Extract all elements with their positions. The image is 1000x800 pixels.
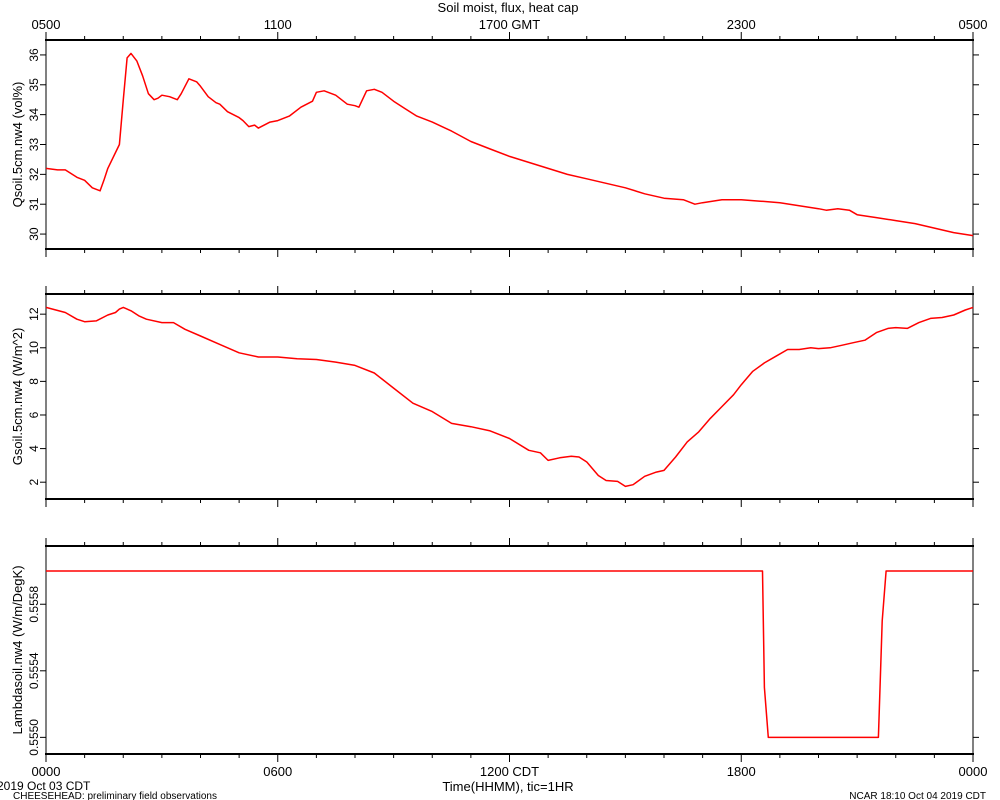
y-tick-label: 30 — [27, 227, 41, 241]
y-tick-label: 0.5558 — [27, 586, 41, 623]
chart-panels: 30 31 32 33 34 35 36 Qsoil.5cm.nw4 (vol%) 2 4 6 8 10… — [10, 32, 979, 762]
chart-title: Soil moist, flux, heat cap — [438, 0, 579, 15]
footer-date: 2019 Oct 03 CDT — [0, 779, 91, 793]
top-tick-label: 2300 — [727, 17, 756, 32]
x-axis-label: Time(HHMM), tic=1HR — [442, 779, 573, 794]
y-tick-label: 36 — [27, 48, 41, 62]
top-tick-label: 0500 — [32, 17, 61, 32]
y-tick-label: 32 — [27, 167, 41, 181]
top-axis-tick-labels: 0500 1100 1700 GMT 2300 0500 — [32, 17, 988, 32]
series-line — [45, 306, 974, 488]
y-tick-label: 10 — [27, 341, 41, 355]
y-tick-label: 33 — [27, 138, 41, 152]
bottom-tick-label: 1200 CDT — [480, 764, 539, 779]
panel-1: 30 31 32 33 34 35 36 Qsoil.5cm.nw4 (vol%) — [10, 32, 979, 257]
y-tick-label: 0.5550 — [27, 719, 41, 756]
bottom-tick-label: 0000 — [959, 764, 988, 779]
y-tick-label: 4 — [27, 445, 41, 452]
footer-credit: NCAR 18:10 Oct 04 2019 CDT — [849, 791, 986, 800]
top-tick-label: 1700 GMT — [479, 17, 540, 32]
y-tick-label: 34 — [27, 108, 41, 122]
top-tick-label: 0500 — [959, 17, 988, 32]
footer-project: CHEESEHEAD: preliminary field observatio… — [13, 791, 217, 800]
y-axis-label: Gsoil.5cm.nw4 (W/m^2) — [10, 328, 25, 466]
y-tick-label: 8 — [27, 378, 41, 385]
bottom-tick-label: 1800 — [727, 764, 756, 779]
y-tick-label: 6 — [27, 411, 41, 418]
bottom-axis-tick-labels: 0000 0600 1200 CDT 1800 0000 — [32, 764, 988, 779]
y-axis-label: Lambdasoil.nw4 (W/m/DegK) — [10, 565, 25, 734]
y-tick-label: 0.5554 — [27, 652, 41, 689]
series-line — [45, 52, 974, 237]
y-tick-label: 35 — [27, 78, 41, 92]
bottom-tick-label: 0600 — [263, 764, 292, 779]
series-line — [46, 570, 973, 739]
y-tick-label: 31 — [27, 197, 41, 211]
bottom-tick-label: 0000 — [32, 764, 61, 779]
y-tick-label: 12 — [27, 307, 41, 321]
y-tick-label: 2 — [27, 479, 41, 486]
top-tick-label: 1100 — [264, 17, 292, 32]
y-axis-label: Qsoil.5cm.nw4 (vol%) — [10, 82, 25, 208]
